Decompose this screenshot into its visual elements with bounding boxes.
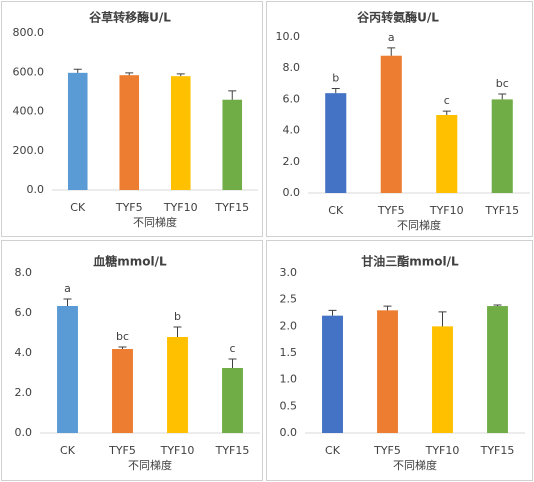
x-tick-label: CK [60,444,76,457]
bar [380,55,402,193]
error-bar [331,87,340,94]
x-axis-label: 不同梯度 [133,215,177,229]
x-tick-label: CK [328,204,344,217]
error-bar [173,326,182,337]
significance-label: c [444,94,450,107]
x-axis-label: 不同梯度 [393,458,437,472]
y-tick-label: 4.0 [15,346,33,359]
y-tick-label: 1.5 [280,346,298,359]
error-bar [442,110,451,115]
y-tick-label: 200.0 [13,144,45,157]
y-tick-label: 800.0 [13,26,45,39]
bar [112,349,133,433]
y-tick-label: 6.0 [15,306,33,319]
x-tick-label: TYF5 [377,204,405,217]
x-tick-label: TYF10 [163,201,198,214]
significance-label: b [332,71,339,84]
error-bar [63,298,72,306]
bar [170,76,191,190]
x-tick-label: TYF5 [115,201,143,214]
y-tick-label: 2.0 [283,155,301,168]
error-bar [176,73,185,77]
chart-title: 甘油三酯mmol/L [361,254,459,269]
bar [487,306,508,433]
y-tick-label: 400.0 [13,105,45,118]
x-tick-label: TYF5 [108,444,136,457]
chart-title: 谷丙转氨酶U/L [357,10,439,25]
error-bar [73,68,82,73]
significance-label: bc [116,330,129,343]
x-tick-label: TYF15 [480,444,515,457]
x-tick-label: TYF10 [429,204,464,217]
y-tick-label: 8.0 [283,61,301,74]
y-tick-label: 2.0 [15,386,33,399]
bar [119,75,140,190]
bar [377,310,398,433]
error-bar [493,304,502,307]
y-tick-label: 0.0 [280,426,298,439]
x-tick-label: TYF5 [373,444,401,457]
y-tick-label: 600.0 [13,65,45,78]
y-tick-label: 1.0 [280,373,298,386]
bar [491,99,513,193]
y-tick-label: 0.5 [280,399,298,412]
error-bar [118,346,127,349]
x-tick-label: TYF15 [214,201,249,214]
bar [222,99,243,190]
x-tick-label: TYF15 [484,204,519,217]
bar [432,326,453,433]
error-bar [498,93,507,100]
y-tick-label: 2.5 [280,293,298,306]
bar [167,337,188,433]
y-tick-label: 10.0 [276,30,301,43]
bar [436,115,458,193]
x-axis-label: 不同梯度 [128,458,172,472]
chart-title: 血糖mmol/L [93,254,167,269]
significance-label: a [64,282,71,295]
significance-label: c [229,342,235,355]
error-bar [228,358,237,368]
y-tick-label: 0.0 [27,183,45,196]
error-bar [328,309,337,316]
y-tick-label: 0.0 [283,186,301,199]
x-axis-label: 不同梯度 [397,218,441,232]
y-tick-label: 6.0 [283,92,301,105]
significance-label: a [388,31,395,44]
error-bar [438,311,447,327]
chart-title: 谷草转移酶U/L [89,10,171,25]
error-bar [125,72,134,76]
error-bar [383,305,392,311]
x-tick-label: TYF10 [160,444,195,457]
y-tick-label: 4.0 [283,124,301,137]
error-bar [387,47,396,56]
bar [322,315,343,433]
x-tick-label: TYF15 [215,444,250,457]
error-bar [228,90,237,100]
bar [222,368,243,433]
y-tick-label: 2.0 [280,319,298,332]
significance-label: bc [496,77,509,90]
significance-label: b [174,310,181,323]
bar [325,93,347,193]
bar [57,306,78,433]
x-tick-label: CK [325,444,341,457]
y-tick-label: 3.0 [280,266,298,279]
bar [67,72,88,190]
y-tick-label: 0.0 [15,426,33,439]
y-tick-label: 8.0 [15,266,33,279]
x-tick-label: TYF10 [425,444,460,457]
x-tick-label: CK [70,201,86,214]
